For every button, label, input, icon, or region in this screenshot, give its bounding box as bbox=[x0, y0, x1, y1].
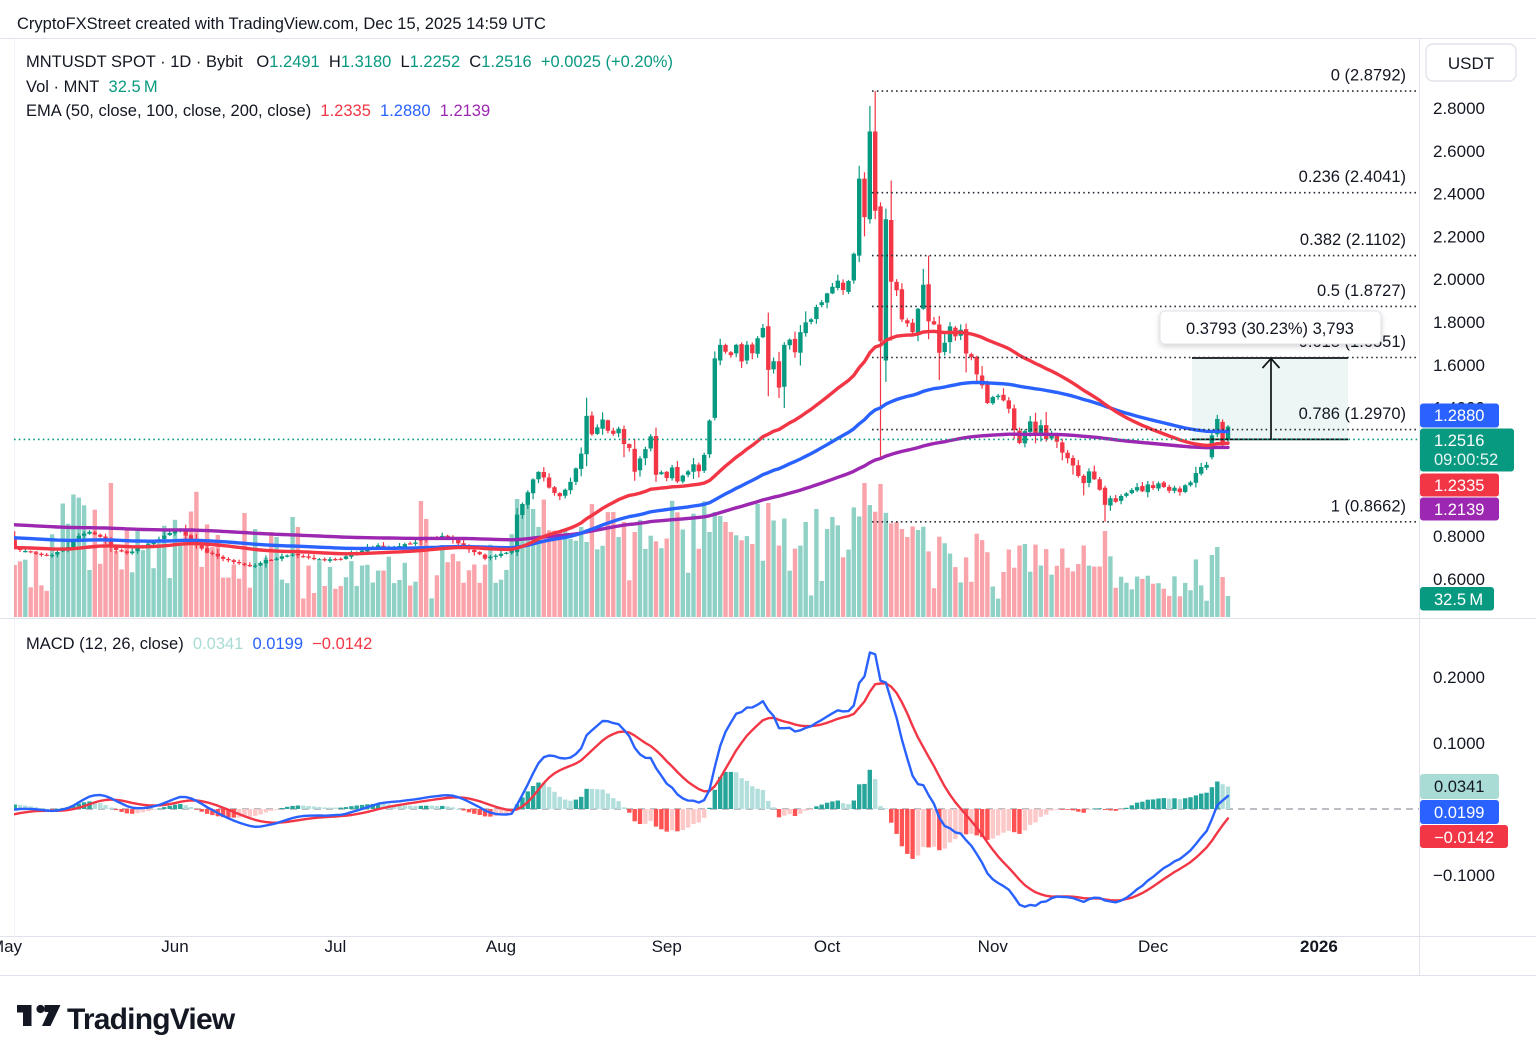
svg-text:2.2000: 2.2000 bbox=[1433, 227, 1485, 246]
svg-text:USDT: USDT bbox=[1448, 54, 1494, 73]
svg-text:32.5 M: 32.5 M bbox=[1434, 591, 1483, 609]
svg-text:Sep: Sep bbox=[652, 937, 682, 956]
svg-text:CryptoFXStreet created with Tr: CryptoFXStreet created with TradingView.… bbox=[17, 15, 546, 33]
svg-text:Oct: Oct bbox=[814, 937, 841, 956]
svg-text:2.0000: 2.0000 bbox=[1433, 270, 1485, 289]
svg-text:1.6000: 1.6000 bbox=[1433, 356, 1485, 375]
svg-text:1.2335: 1.2335 bbox=[1434, 477, 1484, 495]
svg-text:MACD (12, 26, close) 0.0341: MACD (12, 26, close) 0.0341 0.0199 −0.01… bbox=[26, 635, 372, 653]
svg-text:Jun: Jun bbox=[161, 937, 188, 956]
svg-text:0.1000: 0.1000 bbox=[1433, 734, 1485, 753]
svg-text:Dec: Dec bbox=[1138, 937, 1169, 956]
svg-text:0.2000: 0.2000 bbox=[1433, 668, 1485, 687]
svg-text:−0.0142: −0.0142 bbox=[1434, 829, 1494, 847]
svg-text:1.2880: 1.2880 bbox=[1434, 407, 1484, 425]
svg-text:0.0341: 0.0341 bbox=[1434, 778, 1484, 796]
svg-text:Nov: Nov bbox=[978, 937, 1009, 956]
svg-text:1.2139: 1.2139 bbox=[1434, 501, 1484, 519]
svg-text:0.0199: 0.0199 bbox=[1434, 804, 1484, 822]
svg-text:0.3793 (30.23%) 3,793: 0.3793 (30.23%) 3,793 bbox=[1186, 320, 1354, 338]
svg-text:TradingView: TradingView bbox=[67, 1003, 236, 1036]
svg-text:EMA (50, close, 100, close, 20: EMA (50, close, 100, close, 200, close) … bbox=[26, 102, 490, 120]
svg-text:May: May bbox=[0, 937, 23, 956]
svg-text:09:00:52: 09:00:52 bbox=[1434, 451, 1498, 469]
svg-text:Aug: Aug bbox=[486, 937, 516, 956]
svg-text:0.786 (1.2970): 0.786 (1.2970) bbox=[1299, 405, 1406, 423]
svg-text:0.8000: 0.8000 bbox=[1433, 527, 1485, 546]
svg-text:MNTUSDT SPOT · 1D · Bybit O1: MNTUSDT SPOT · 1D · Bybit O1.2491 H1.318… bbox=[26, 53, 673, 71]
svg-text:0 (2.8792): 0 (2.8792) bbox=[1331, 67, 1406, 85]
svg-text:Jul: Jul bbox=[325, 937, 347, 956]
svg-text:2.4000: 2.4000 bbox=[1433, 185, 1485, 204]
svg-text:2026: 2026 bbox=[1300, 937, 1338, 956]
svg-text:1.8000: 1.8000 bbox=[1433, 313, 1485, 332]
svg-text:0.236 (2.4041): 0.236 (2.4041) bbox=[1299, 168, 1406, 186]
svg-text:2.8000: 2.8000 bbox=[1433, 99, 1485, 118]
svg-text:1.2516: 1.2516 bbox=[1434, 432, 1484, 450]
svg-text:Vol · MNT 32.5 M: Vol · MNT 32.5 M bbox=[26, 78, 158, 96]
svg-text:−0.1000: −0.1000 bbox=[1433, 866, 1495, 885]
svg-text:0.382 (2.1102): 0.382 (2.1102) bbox=[1300, 231, 1406, 249]
svg-text:2.6000: 2.6000 bbox=[1433, 142, 1485, 161]
svg-text:0.6000: 0.6000 bbox=[1433, 570, 1485, 589]
svg-text:1 (0.8662): 1 (0.8662) bbox=[1331, 497, 1406, 515]
svg-text:0.5 (1.8727): 0.5 (1.8727) bbox=[1317, 282, 1406, 300]
